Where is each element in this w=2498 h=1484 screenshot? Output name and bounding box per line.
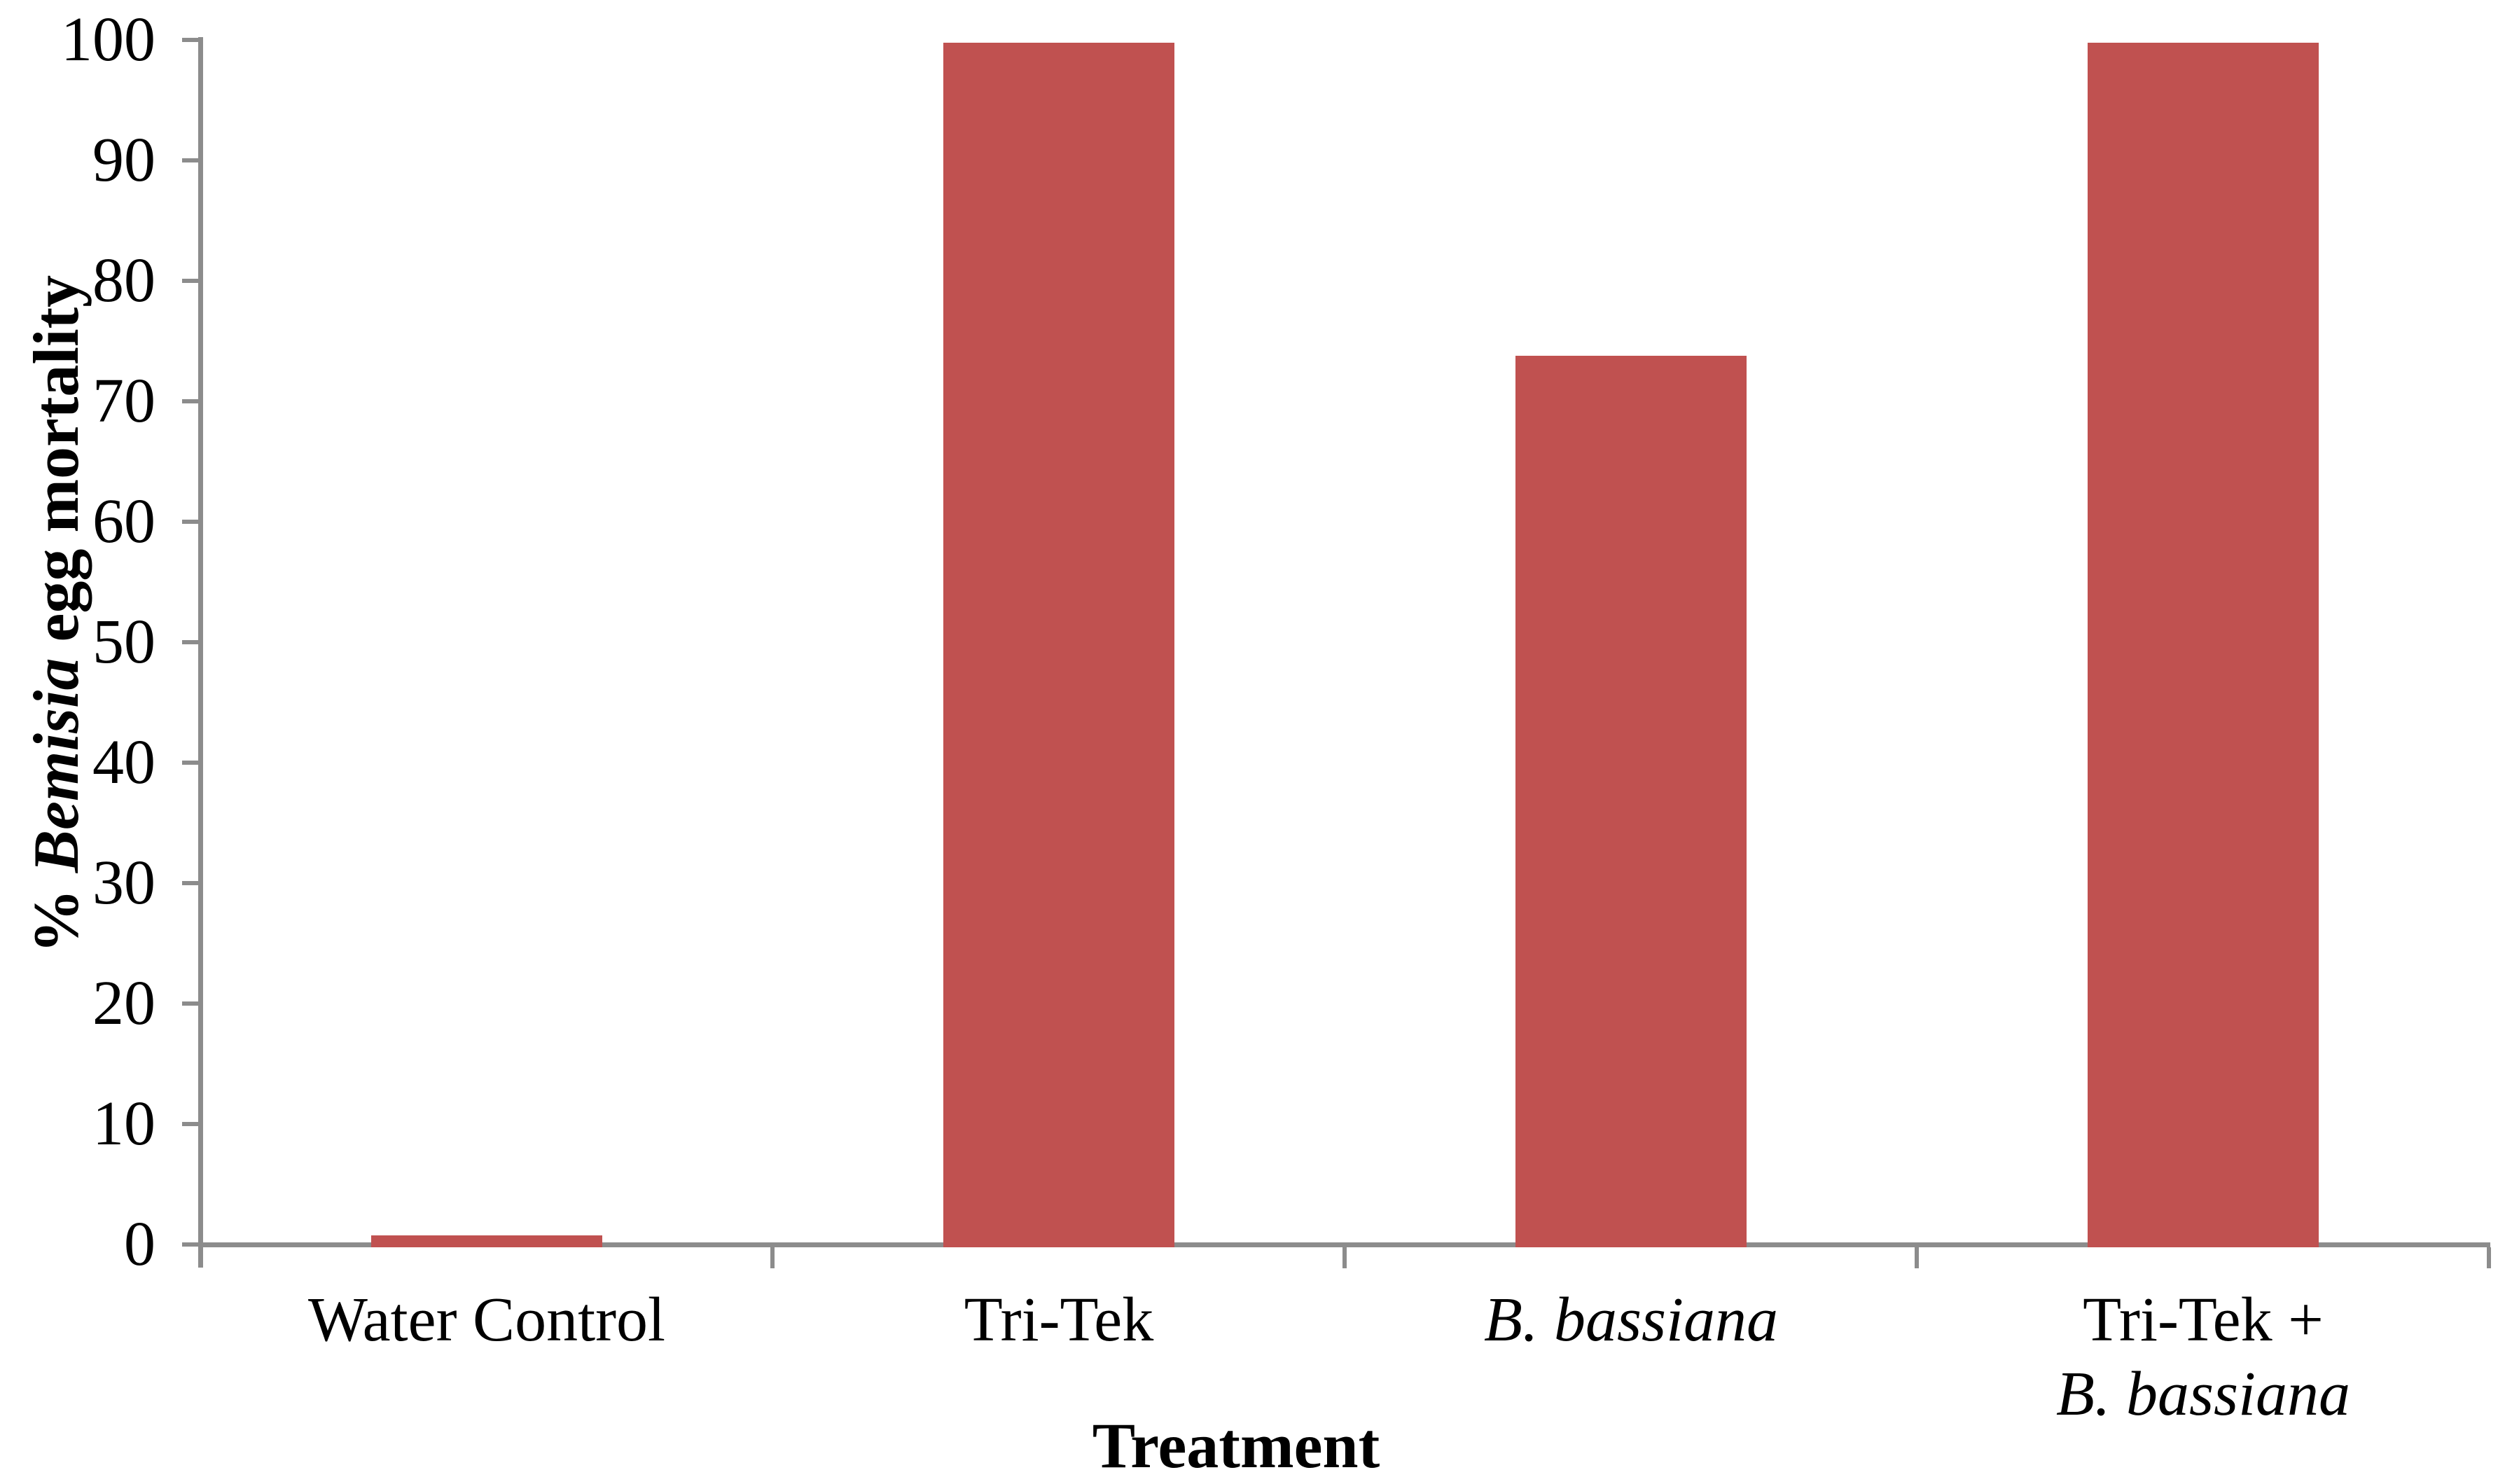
y-tick: [182, 399, 200, 403]
x-axis-line: [198, 1242, 2490, 1247]
bar-water-control: [371, 1235, 602, 1247]
italic-text-segment: B. bassiana: [1483, 1285, 1779, 1354]
y-tick: [182, 881, 200, 885]
y-tick-label: 30: [92, 848, 155, 917]
text-segment: Water Control: [307, 1285, 666, 1354]
category-label-line: Water Control: [193, 1283, 781, 1357]
y-tick-label: 60: [92, 487, 155, 556]
y-tick: [182, 38, 200, 42]
y-tick-label: 0: [124, 1209, 155, 1279]
x-tick: [1342, 1247, 1347, 1268]
category-label-line: B. bassiana: [1337, 1283, 1925, 1357]
x-category-label-tri-tek: Tri-Tek: [765, 1283, 1353, 1357]
y-tick-label: 40: [92, 728, 155, 797]
bar-tri-tek: [943, 43, 1174, 1247]
text-segment: Tri-Tek +: [2083, 1285, 2324, 1354]
category-label-line: Tri-Tek +: [1909, 1283, 2497, 1357]
y-tick: [182, 1122, 200, 1126]
y-tick: [182, 1001, 200, 1006]
x-tick: [770, 1247, 775, 1268]
text-segment: Tri-Tek: [964, 1285, 1154, 1354]
italic-text-segment: B. bassiana: [2055, 1359, 2351, 1429]
y-tick-label: 100: [61, 5, 155, 74]
x-category-label-b-bassiana: B. bassiana: [1337, 1283, 1925, 1357]
y-tick-label: 50: [92, 607, 155, 677]
y-axis-title: % Bemisia egg mortality: [18, 0, 95, 1385]
y-tick-label: 10: [92, 1089, 155, 1158]
x-tick: [1915, 1247, 1919, 1268]
x-category-label-tri-tek-b-bassiana: Tri-Tek + B. bassiana: [1909, 1283, 2497, 1431]
text-segment: %: [20, 873, 92, 954]
y-tick-label: 90: [92, 125, 155, 195]
y-tick: [182, 761, 200, 765]
x-category-label-water-control: Water Control: [193, 1283, 781, 1357]
category-label-line: B. bassiana: [1909, 1357, 2497, 1431]
y-tick: [182, 520, 200, 524]
y-axis-line: [198, 37, 203, 1268]
y-tick: [182, 640, 200, 644]
italic-text-segment: Bemisia: [20, 658, 92, 873]
y-tick-label: 80: [92, 246, 155, 315]
category-label-line: Tri-Tek: [765, 1283, 1353, 1357]
y-tick-label: 70: [92, 366, 155, 436]
y-tick: [182, 158, 200, 162]
y-tick-label: 20: [92, 969, 155, 1038]
text-segment: egg mortality: [20, 275, 92, 658]
x-axis-title: Treatment: [1092, 1410, 1380, 1481]
x-tick: [2487, 1247, 2491, 1268]
bar-b-bassiana: [1515, 356, 1747, 1247]
y-tick: [182, 1242, 200, 1247]
bar-tri-tek-b-bassiana: [2088, 43, 2319, 1247]
y-tick: [182, 279, 200, 283]
